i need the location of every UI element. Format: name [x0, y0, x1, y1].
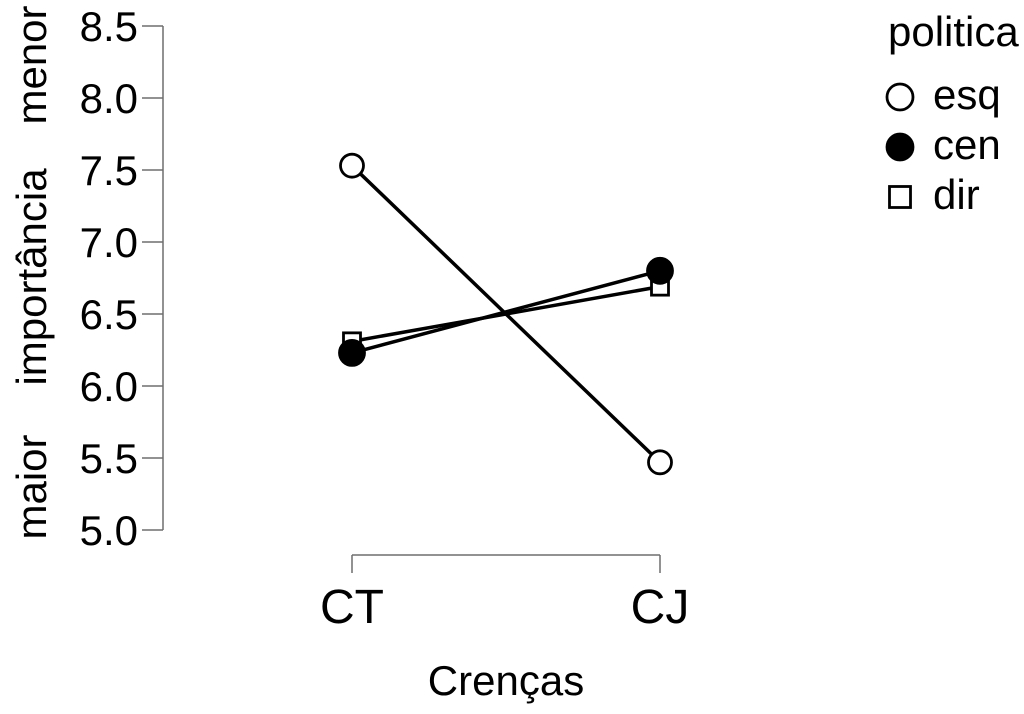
y-tick-label: 6.5 [80, 291, 138, 338]
x-tick-label-ct: CT [320, 581, 384, 634]
y-tick-label: 5.0 [80, 507, 138, 554]
y-axis-title: menor importância maior [8, 5, 55, 539]
y-tick-label: 8.0 [80, 75, 138, 122]
marker-cen-ct [338, 338, 366, 367]
y-axis: 5.0 5.5 6.0 6.5 7.0 7.5 8.0 8.5 menor importânc… [8, 3, 164, 554]
legend-label-dir: dir [933, 171, 980, 218]
legend-symbol-esq [885, 82, 915, 112]
y-tick-label: 7.0 [80, 219, 138, 266]
x-axis: CT CJ Crenças [320, 554, 690, 704]
y-tick-label: 6.0 [80, 363, 138, 410]
y-axis-ticks: 5.0 5.5 6.0 6.5 7.0 7.5 8.0 8.5 [80, 3, 163, 554]
marker-cen-cj [646, 256, 674, 285]
y-tick-label: 5.5 [80, 435, 138, 482]
legend-label-cen: cen [933, 121, 1001, 168]
y-axis-title-word-top: menor [8, 5, 55, 124]
x-tick-label-cj: CJ [631, 581, 690, 634]
y-axis-title-word-bottom: maior [8, 434, 55, 539]
series-line-dir [351, 284, 661, 344]
legend-label-esq: esq [933, 71, 1001, 118]
legend-symbol-cen [885, 132, 915, 162]
legend-symbol-dir [888, 185, 912, 209]
y-tick-label: 7.5 [80, 147, 138, 194]
marker-esq-ct [339, 152, 365, 179]
y-tick-label: 8.5 [80, 3, 138, 50]
legend-title: politica [888, 8, 1019, 55]
marker-esq-cj [647, 449, 673, 476]
y-axis-title-word-middle: importância [8, 168, 55, 386]
x-axis-title: Crenças [428, 657, 584, 704]
series-line-cen [351, 269, 661, 355]
plot-series [338, 152, 674, 476]
